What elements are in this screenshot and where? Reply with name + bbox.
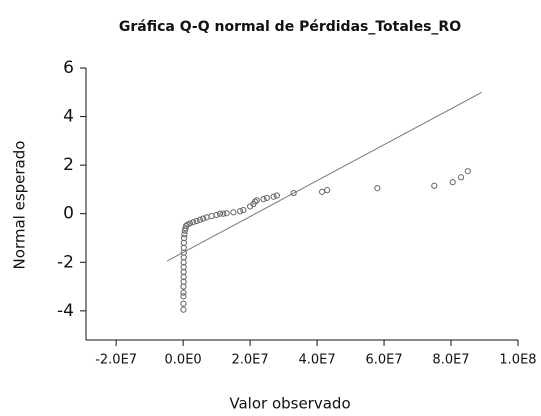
y-tick-label: 0 (63, 204, 74, 224)
point (260, 196, 267, 203)
point (263, 194, 270, 202)
y-tick-label: -2 (57, 252, 74, 272)
x-tick-label: 8.0E7 (432, 353, 469, 368)
point (273, 192, 280, 199)
point (457, 174, 465, 181)
point (180, 306, 187, 313)
point (181, 231, 188, 238)
x-tick-label: 4.0E7 (298, 353, 335, 368)
point (180, 293, 187, 300)
x-tick-label: 0.0E0 (165, 353, 202, 368)
point (200, 215, 207, 222)
point (464, 168, 471, 175)
x-tick-label: -2.0E7 (95, 353, 137, 368)
point (252, 198, 259, 205)
point (240, 206, 247, 214)
point (223, 210, 230, 217)
point (324, 187, 331, 194)
chart-title: Gráfica Q-Q normal de Pérdidas_Totales_R… (119, 19, 461, 35)
point (190, 219, 197, 226)
point (180, 289, 187, 296)
y-tick-label: 2 (63, 155, 74, 175)
point (193, 217, 200, 225)
x-tick-label: 2.0E7 (232, 353, 269, 368)
point (186, 220, 193, 227)
x-axis-label: Valor observado (229, 395, 350, 413)
reference-line (166, 91, 483, 262)
y-axis-label: Normal esperado (11, 141, 29, 270)
point (216, 210, 224, 217)
point (449, 179, 456, 186)
point (290, 189, 297, 197)
point (253, 197, 260, 204)
point (236, 208, 244, 215)
point (213, 211, 220, 219)
point (374, 185, 381, 192)
point (431, 182, 438, 189)
x-tick-label: 6.0E7 (365, 353, 402, 368)
point (270, 193, 277, 200)
point (181, 234, 188, 242)
point (180, 300, 187, 307)
point (230, 209, 237, 216)
y-tick-label: 6 (63, 58, 74, 78)
point (220, 210, 227, 217)
y-tick-label: 4 (63, 107, 74, 127)
y-tick-label: -4 (57, 301, 74, 321)
point (196, 216, 203, 223)
x-tick-label: 1.0E8 (499, 353, 536, 368)
